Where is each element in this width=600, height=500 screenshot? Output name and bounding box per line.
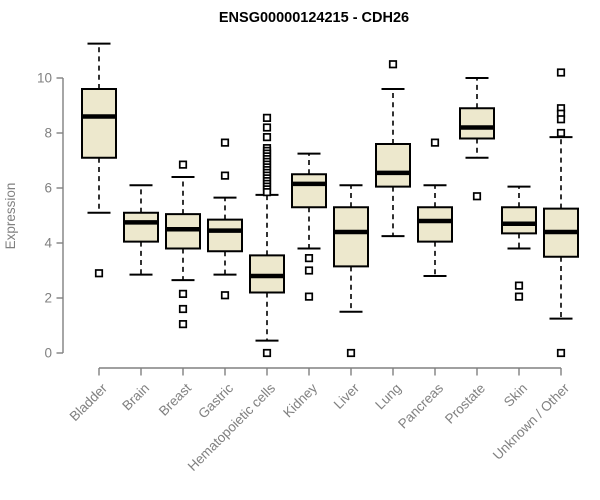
outlier-point bbox=[514, 292, 524, 301]
box-prostate bbox=[459, 77, 495, 201]
chart-title: ENSG00000124215 - CDH26 bbox=[219, 10, 409, 26]
iqr-box bbox=[123, 211, 159, 243]
outlier-point bbox=[388, 60, 398, 69]
y-tick-label: 6 bbox=[44, 181, 52, 196]
box-liver bbox=[333, 184, 369, 358]
outlier-point bbox=[178, 304, 188, 314]
box-gastric bbox=[207, 138, 243, 300]
outlier-point bbox=[556, 68, 566, 77]
iqr-box bbox=[417, 206, 453, 243]
outlier-point bbox=[472, 192, 482, 201]
outlier-point bbox=[262, 348, 272, 358]
box-hematopoietic-cells bbox=[249, 113, 285, 358]
box-lung bbox=[375, 60, 411, 238]
outlier-point bbox=[304, 292, 314, 301]
iqr-box bbox=[459, 107, 495, 140]
y-tick-label: 8 bbox=[44, 126, 52, 141]
outlier-point bbox=[220, 171, 230, 180]
x-axis-label-prostate: Prostate bbox=[442, 381, 488, 427]
outlier-point bbox=[178, 320, 188, 329]
x-axis-label-liver: Liver bbox=[331, 380, 363, 412]
y-tick-label: 0 bbox=[44, 346, 52, 361]
box-pancreas bbox=[417, 138, 453, 277]
iqr-box bbox=[375, 143, 411, 188]
box-brain bbox=[123, 184, 159, 276]
iqr-box bbox=[333, 206, 369, 268]
outlier-point bbox=[556, 115, 566, 124]
outlier-point bbox=[94, 269, 104, 278]
x-axis-label-skin: Skin bbox=[501, 381, 530, 410]
outlier-point bbox=[556, 128, 566, 138]
x-axis-label-kidney: Kidney bbox=[280, 380, 320, 420]
y-tick-label: 2 bbox=[44, 291, 52, 306]
y-axis-label: Expression bbox=[3, 183, 18, 250]
x-axis-label-breast: Breast bbox=[156, 380, 194, 418]
x-axis-label-gastric: Gastric bbox=[195, 380, 236, 421]
outlier-point bbox=[262, 133, 272, 142]
box-skin bbox=[501, 185, 537, 301]
iqr-box bbox=[501, 206, 537, 235]
y-tick-label: 4 bbox=[44, 236, 52, 251]
x-axis-label-pancreas: Pancreas bbox=[395, 380, 446, 431]
outlier-point bbox=[304, 254, 314, 263]
outlier-point bbox=[262, 188, 272, 197]
iqr-box bbox=[207, 218, 243, 253]
outlier-point bbox=[346, 348, 356, 358]
box-bladder bbox=[81, 42, 117, 278]
y-tick-label: 10 bbox=[37, 71, 52, 86]
box-breast bbox=[165, 160, 201, 329]
x-axis-label-bladder: Bladder bbox=[67, 380, 111, 424]
outlier-point bbox=[262, 113, 272, 122]
box-kidney bbox=[291, 152, 327, 301]
outlier-point bbox=[556, 348, 566, 358]
outlier-point bbox=[514, 281, 524, 290]
outlier-point bbox=[304, 266, 314, 275]
x-axis-label-brain: Brain bbox=[119, 381, 152, 414]
boxplot-series bbox=[81, 42, 579, 358]
x-axis-label-unknown-other: Unknown / Other bbox=[490, 380, 573, 463]
outlier-point bbox=[178, 289, 188, 298]
outlier-point bbox=[220, 138, 230, 147]
outlier-point bbox=[220, 291, 230, 300]
outlier-point bbox=[430, 138, 440, 147]
iqr-box bbox=[81, 88, 117, 159]
outlier-point bbox=[178, 160, 188, 169]
x-axis-label-lung: Lung bbox=[372, 381, 404, 413]
iqr-box bbox=[291, 173, 327, 209]
box-unknown-other bbox=[543, 68, 579, 358]
outlier-point bbox=[262, 123, 272, 132]
